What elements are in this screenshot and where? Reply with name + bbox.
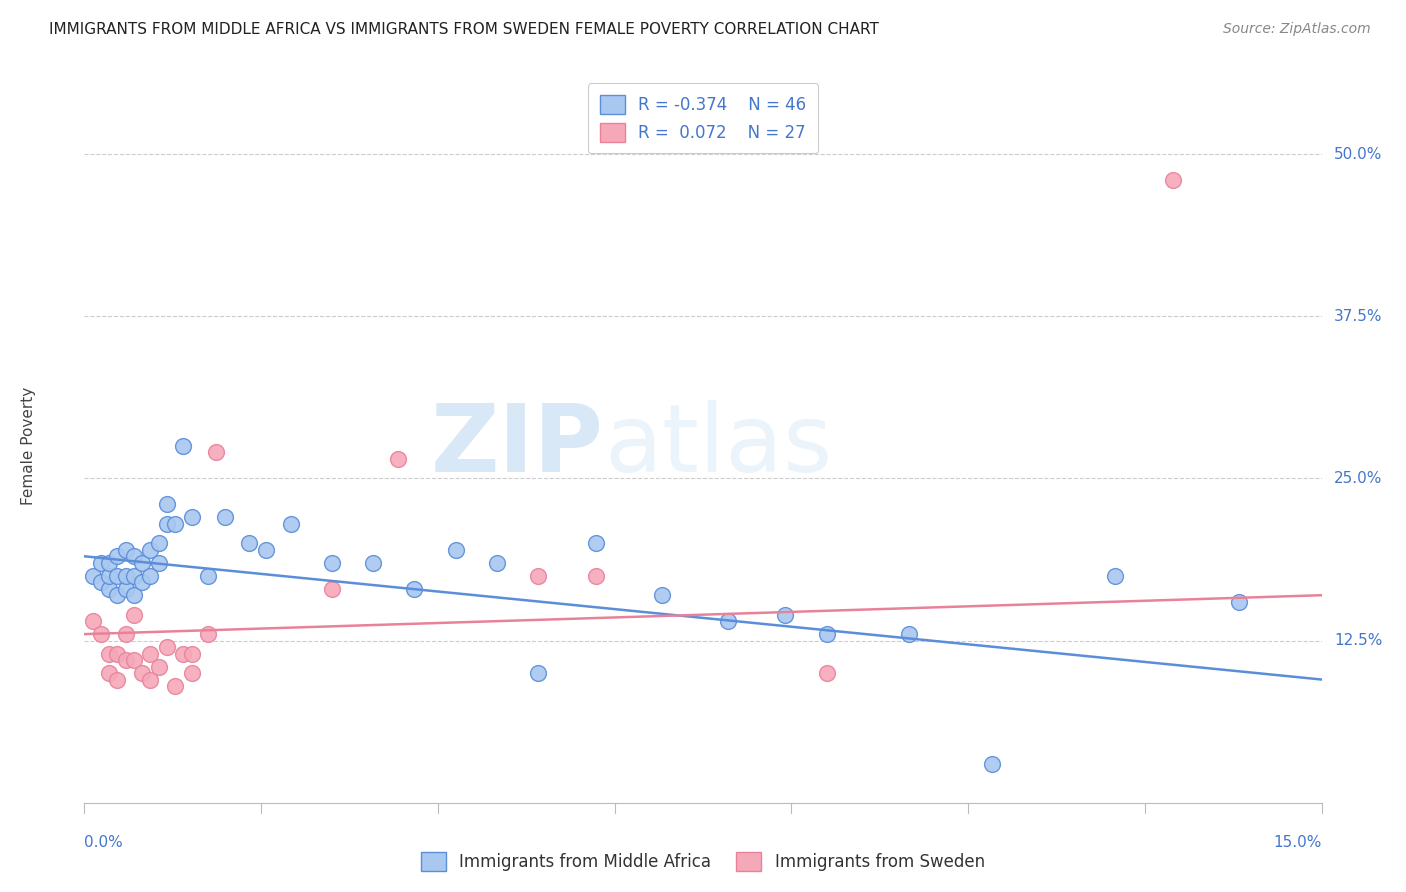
- Point: [122, 549, 145, 564]
- Point: [148, 659, 170, 673]
- Point: [197, 568, 219, 582]
- Point: [527, 666, 550, 681]
- Point: [1104, 568, 1126, 582]
- Point: [180, 666, 202, 681]
- Point: [585, 536, 607, 550]
- Point: [114, 627, 136, 641]
- Point: [444, 542, 467, 557]
- Point: [361, 556, 384, 570]
- Point: [139, 673, 162, 687]
- Point: [82, 614, 104, 628]
- Point: [114, 542, 136, 557]
- Point: [122, 607, 145, 622]
- Point: [90, 556, 112, 570]
- Point: [156, 516, 179, 531]
- Point: [214, 510, 236, 524]
- Point: [197, 627, 219, 641]
- Point: [139, 542, 162, 557]
- Text: Female Poverty: Female Poverty: [21, 387, 37, 505]
- Text: 37.5%: 37.5%: [1334, 309, 1382, 324]
- Point: [165, 679, 187, 693]
- Point: [105, 673, 128, 687]
- Point: [105, 549, 128, 564]
- Point: [82, 568, 104, 582]
- Point: [98, 582, 121, 596]
- Text: 25.0%: 25.0%: [1334, 471, 1382, 486]
- Point: [180, 510, 202, 524]
- Point: [131, 575, 153, 590]
- Point: [105, 588, 128, 602]
- Point: [387, 452, 409, 467]
- Point: [98, 647, 121, 661]
- Point: [180, 647, 202, 661]
- Point: [404, 582, 426, 596]
- Point: [156, 497, 179, 511]
- Point: [98, 556, 121, 570]
- Point: [148, 536, 170, 550]
- Point: [105, 647, 128, 661]
- Point: [254, 542, 277, 557]
- Point: [775, 607, 797, 622]
- Point: [122, 588, 145, 602]
- Point: [139, 647, 162, 661]
- Point: [485, 556, 508, 570]
- Point: [98, 666, 121, 681]
- Point: [321, 582, 343, 596]
- Point: [717, 614, 740, 628]
- Text: IMMIGRANTS FROM MIDDLE AFRICA VS IMMIGRANTS FROM SWEDEN FEMALE POVERTY CORRELATI: IMMIGRANTS FROM MIDDLE AFRICA VS IMMIGRA…: [49, 22, 879, 37]
- Text: atlas: atlas: [605, 400, 832, 492]
- Point: [131, 556, 153, 570]
- Point: [148, 556, 170, 570]
- Point: [114, 582, 136, 596]
- Point: [1227, 595, 1250, 609]
- Text: 50.0%: 50.0%: [1334, 146, 1382, 161]
- Point: [114, 653, 136, 667]
- Point: [980, 756, 1002, 771]
- Text: Source: ZipAtlas.com: Source: ZipAtlas.com: [1223, 22, 1371, 37]
- Text: 0.0%: 0.0%: [84, 835, 124, 850]
- Point: [205, 445, 228, 459]
- Point: [1161, 173, 1184, 187]
- Point: [898, 627, 921, 641]
- Point: [90, 627, 112, 641]
- Point: [651, 588, 673, 602]
- Point: [165, 516, 187, 531]
- Point: [122, 653, 145, 667]
- Point: [90, 575, 112, 590]
- Point: [131, 666, 153, 681]
- Point: [172, 439, 194, 453]
- Point: [527, 568, 550, 582]
- Text: 12.5%: 12.5%: [1334, 633, 1382, 648]
- Point: [156, 640, 179, 654]
- Point: [139, 568, 162, 582]
- Point: [585, 568, 607, 582]
- Point: [280, 516, 302, 531]
- Point: [98, 568, 121, 582]
- Point: [172, 647, 194, 661]
- Point: [238, 536, 260, 550]
- Point: [105, 568, 128, 582]
- Legend: Immigrants from Middle Africa, Immigrants from Sweden: Immigrants from Middle Africa, Immigrant…: [413, 843, 993, 880]
- Point: [815, 666, 838, 681]
- Point: [321, 556, 343, 570]
- Text: ZIP: ZIP: [432, 400, 605, 492]
- Legend: R = -0.374    N = 46, R =  0.072    N = 27: R = -0.374 N = 46, R = 0.072 N = 27: [588, 83, 818, 153]
- Point: [114, 568, 136, 582]
- Text: 15.0%: 15.0%: [1274, 835, 1322, 850]
- Point: [122, 568, 145, 582]
- Point: [815, 627, 838, 641]
